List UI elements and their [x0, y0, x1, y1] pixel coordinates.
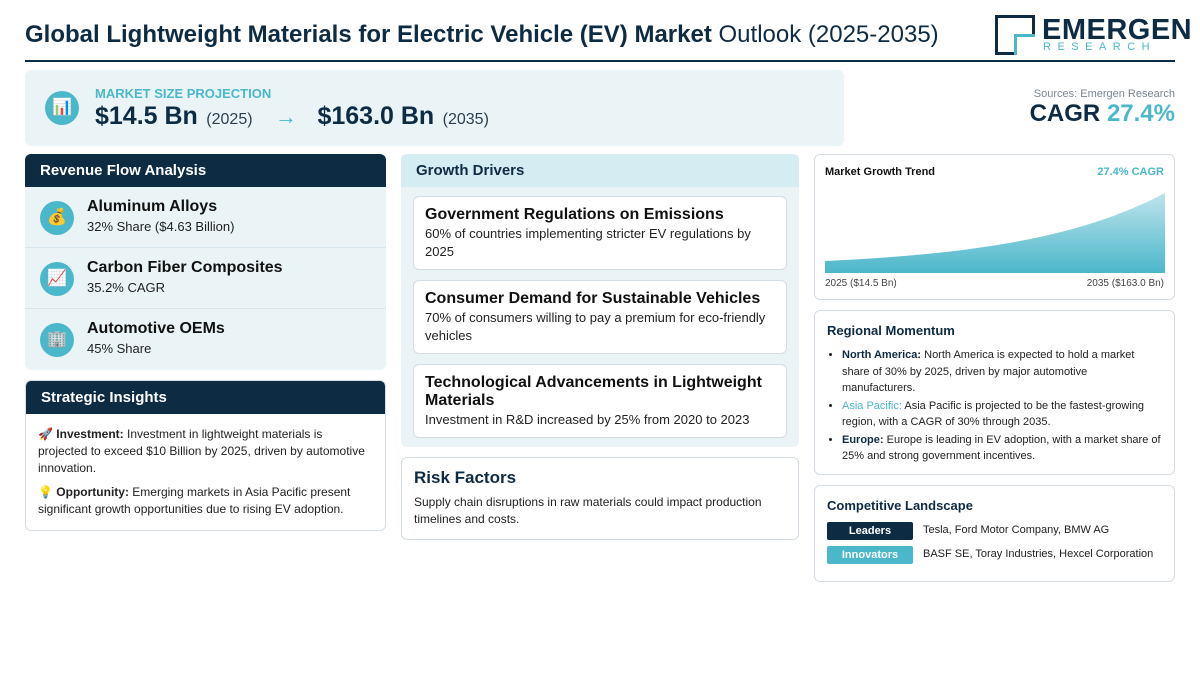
logo-mark-icon	[995, 15, 1035, 55]
building-icon: 🏢	[40, 323, 74, 357]
cagr-summary: CAGR 27.4%	[1030, 100, 1175, 128]
logo-sub: RESEARCH	[1043, 41, 1157, 53]
trend-chart-icon: 📈	[40, 262, 74, 296]
revenue-item: 📈 Carbon Fiber Composites 35.2% CAGR	[25, 248, 386, 309]
insight-label: Opportunity:	[56, 485, 129, 499]
risk-factors-desc: Supply chain disruptions in raw material…	[414, 495, 762, 526]
strategic-insights-panel: Strategic Insights 🚀 Investment: Investm…	[25, 380, 386, 531]
driver-card: Consumer Demand for Sustainable Vehicles…	[413, 280, 787, 354]
competitive-names: BASF SE, Toray Industries, Hexcel Corpor…	[923, 548, 1154, 560]
cagr-value: 27.4%	[1106, 100, 1175, 127]
market-size-box: 📊 MARKET SIZE PROJECTION $14.5 Bn (2025)…	[25, 70, 844, 146]
regional-item: Asia Pacific: Asia Pacific is projected …	[842, 398, 1162, 431]
driver-title: Consumer Demand for Sustainable Vehicles	[425, 290, 761, 307]
driver-desc: 60% of countries implementing stricter E…	[425, 226, 751, 259]
driver-card: Technological Advancements in Lightweigh…	[413, 364, 787, 438]
insight-text: Emerging markets in Asia Pacific present…	[38, 485, 351, 516]
competitive-row: Leaders Tesla, Ford Motor Company, BMW A…	[827, 522, 1162, 540]
revenue-item-sub: 32% Share ($4.63 Billion)	[87, 219, 235, 234]
trend-area	[825, 193, 1165, 273]
market-start-year: (2025)	[206, 111, 253, 128]
driver-desc: 70% of consumers willing to pay a premiu…	[425, 310, 766, 343]
trend-area-chart	[825, 193, 1165, 273]
competitive-row: Innovators BASF SE, Toray Industries, He…	[827, 546, 1162, 564]
market-size-values: $14.5 Bn (2025) → $163.0 Bn (2035)	[95, 102, 489, 131]
strategic-insights-title: Strategic Insights	[26, 381, 385, 414]
driver-card: Government Regulations on Emissions 60% …	[413, 196, 787, 270]
revenue-item-title: Carbon Fiber Composites	[87, 259, 283, 276]
sources-text: Sources: Emergen Research	[1033, 88, 1175, 100]
insight-label: Investment:	[56, 427, 124, 441]
bar-chart-icon: 📊	[45, 91, 79, 125]
market-growth-trend-panel: Market Growth Trend 27.4% CAGR 2025 ($14…	[814, 154, 1175, 300]
regional-label: Europe:	[842, 433, 884, 446]
competitive-names: Tesla, Ford Motor Company, BMW AG	[923, 524, 1110, 536]
innovators-badge: Innovators	[827, 546, 913, 564]
money-bag-icon: 💰	[40, 201, 74, 235]
growth-drivers-title: Growth Drivers	[401, 154, 799, 187]
regional-item: Europe: Europe is leading in EV adoption…	[842, 432, 1162, 465]
regional-list: North America: North America is expected…	[827, 347, 1162, 465]
revenue-flow-panel: Revenue Flow Analysis 💰 Aluminum Alloys …	[25, 154, 386, 370]
regional-text: Asia Pacific is projected to be the fast…	[842, 399, 1145, 429]
competitive-title: Competitive Landscape	[827, 498, 973, 513]
risk-factors-panel: Risk Factors Supply chain disruptions in…	[401, 457, 799, 540]
arrow-right-icon: →	[275, 104, 297, 129]
trend-end-label: 2035 ($163.0 Bn)	[1086, 278, 1164, 289]
page-title-rest: Outlook (2025-2035)	[718, 21, 939, 48]
logo-name: EMERGEN	[1042, 14, 1193, 46]
regional-label: North America:	[842, 349, 922, 361]
insight-text: Investment in lightweight materials is p…	[38, 427, 365, 475]
insight-investment: 🚀 Investment: Investment in lightweight …	[26, 426, 385, 477]
emergen-logo: EMERGEN RESEARCH	[995, 14, 1192, 56]
competitive-landscape-panel: Competitive Landscape Leaders Tesla, For…	[814, 485, 1175, 582]
market-size-label: MARKET SIZE PROJECTION	[95, 86, 272, 101]
revenue-item-sub: 35.2% CAGR	[87, 280, 166, 295]
revenue-item: 🏢 Automotive OEMs 45% Share	[25, 309, 386, 370]
cagr-label: CAGR	[1029, 100, 1101, 127]
regional-label: Asia Pacific:	[842, 399, 902, 412]
market-end-value: $163.0 Bn	[317, 102, 435, 130]
revenue-item-title: Aluminum Alloys	[87, 198, 218, 215]
revenue-item: 💰 Aluminum Alloys 32% Share ($4.63 Billi…	[25, 187, 386, 248]
growth-drivers-panel: Growth Drivers Government Regulations on…	[401, 154, 799, 447]
trend-start-label: 2025 ($14.5 Bn)	[825, 278, 897, 289]
revenue-item-sub: 45% Share	[87, 341, 152, 356]
regional-item: North America: North America is expected…	[842, 347, 1162, 397]
rocket-icon: 🚀	[38, 427, 53, 441]
revenue-flow-title: Revenue Flow Analysis	[25, 154, 386, 187]
risk-factors-title: Risk Factors	[414, 468, 517, 487]
driver-desc: Investment in R&D increased by 25% from …	[425, 412, 750, 427]
lightbulb-icon: 💡	[38, 485, 53, 499]
regional-title: Regional Momentum	[827, 323, 955, 338]
insight-opportunity: 💡 Opportunity: Emerging markets in Asia …	[26, 484, 385, 518]
page-title: Global Lightweight Materials for Electri…	[25, 21, 939, 49]
header: Global Lightweight Materials for Electri…	[25, 12, 1192, 62]
regional-text: Europe is leading in EV adoption, with a…	[842, 433, 1161, 463]
market-end-year: (2035)	[442, 111, 489, 128]
regional-momentum-panel: Regional Momentum North America: North A…	[814, 310, 1175, 475]
leaders-badge: Leaders	[827, 522, 913, 540]
regional-text: North America is expected to hold a mark…	[842, 349, 1135, 394]
market-start-value: $14.5 Bn	[95, 102, 198, 130]
page-title-bold: Global Lightweight Materials for Electri…	[25, 21, 712, 48]
revenue-item-title: Automotive OEMs	[87, 320, 225, 337]
driver-title: Government Regulations on Emissions	[425, 206, 724, 223]
driver-title: Technological Advancements in Lightweigh…	[425, 374, 762, 409]
trend-title: Market Growth Trend	[825, 166, 936, 178]
trend-cagr: 27.4% CAGR	[1097, 166, 1164, 178]
